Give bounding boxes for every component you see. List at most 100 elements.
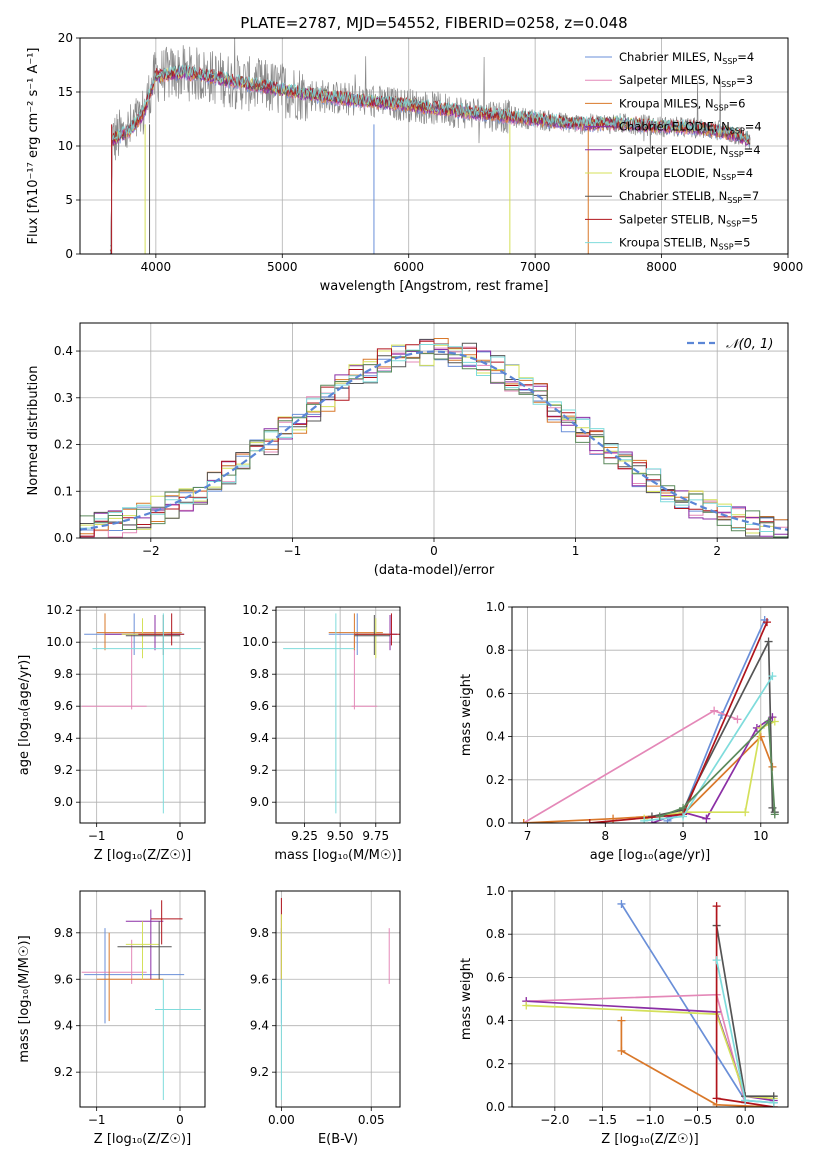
- y-tick-label: 10.2: [242, 603, 269, 617]
- mass_vs_Z-xlabel: Z [log₁₀(Z/Z☉)]: [94, 1132, 191, 1147]
- mass-weight-marker: [617, 1016, 626, 1025]
- mass-weight-marker: [702, 814, 711, 823]
- x-tick-label: −2: [142, 544, 160, 558]
- y-tick-label: 0.4: [54, 344, 73, 358]
- error-bar-point: [354, 613, 400, 646]
- x-tick-label: 0.0: [736, 1113, 755, 1127]
- x-tick-label: −0.5: [683, 1113, 712, 1127]
- y-tick-label: 0.6: [486, 970, 505, 984]
- y-tick-label: 9.4: [250, 731, 269, 745]
- mass-weight-line: [589, 621, 768, 823]
- mass-weight-marker: [764, 637, 773, 646]
- x-tick-label: −1: [88, 829, 106, 843]
- mass_weight_vs_age-plot: [519, 615, 779, 823]
- mass_weight_vs_Z-axes: −2.0 −1.5 −1.0 −0.5 0.0 0.0 0.2 0.4 0.6 0.8 1.0 Z […: [459, 884, 788, 1147]
- error-bar-point: [121, 618, 168, 659]
- mass_weight_vs_age-frame: [511, 606, 789, 824]
- x-tick-label: 9.75: [362, 829, 389, 843]
- legend-entry: Chabrier ELODIE, NSSP=4: [619, 120, 762, 136]
- y-tick-label: 9.8: [250, 667, 269, 681]
- model-spectrum-line: [109, 64, 751, 254]
- y-tick-label: 9.8: [54, 926, 73, 940]
- y-tick-label: 9.2: [54, 763, 73, 777]
- mass-weight-marker: [769, 1098, 778, 1107]
- mass-weight-marker: [679, 812, 688, 821]
- y-tick-label: 9.6: [54, 972, 73, 986]
- y-tick-label: 10.0: [242, 635, 269, 649]
- x-tick-label: 6000: [393, 260, 424, 274]
- model-spectrum-line: [109, 65, 751, 254]
- y-tick-label: 9.2: [54, 1065, 73, 1079]
- mass_vs_Z-frame: [79, 890, 206, 1108]
- x-tick-label: 7: [524, 829, 532, 843]
- mass_vs_ebv-xlabel: E(B-V): [318, 1132, 358, 1147]
- y-tick-label: 9.6: [250, 699, 269, 713]
- mass_weight_vs_Z-plot: [522, 899, 778, 1107]
- mass-weight-marker: [712, 956, 721, 965]
- legend-entry: Kroupa ELODIE, NSSP=4: [619, 166, 753, 182]
- y-tick-label: 20: [58, 31, 73, 45]
- age_vs_Z-frame: [79, 606, 206, 824]
- age_vs_mass-xlabel: mass [log₁₀(M/M☉)]: [274, 848, 401, 863]
- y-tick-label: 0.0: [54, 531, 73, 545]
- mass-weight-marker: [741, 808, 750, 817]
- residuals-xlabel: (data-model)/error: [374, 563, 495, 578]
- y-tick-label: 0.1: [54, 484, 73, 498]
- mass_vs_ebv-frame: [275, 890, 401, 1108]
- error-bar-point: [155, 979, 201, 1101]
- y-tick-label: 0.0: [486, 1100, 505, 1114]
- x-tick-label: 0: [176, 1113, 184, 1127]
- mass-weight-marker: [712, 1094, 721, 1103]
- x-tick-label: 0: [430, 544, 438, 558]
- mass_weight_vs_age-axes: 7 8 9 10 0.0 0.2 0.4 0.6 0.8 1.0 age [log₁₀(age/yr…: [459, 600, 788, 863]
- x-tick-label: −1.5: [588, 1113, 617, 1127]
- spectrum-xlabel: wavelength [Angstrom, rest frame]: [320, 279, 549, 294]
- legend-entry: Chabrier STELIB, NSSP=7: [619, 189, 759, 205]
- y-tick-label: 0.4: [486, 730, 505, 744]
- y-tick-label: 9.0: [54, 795, 73, 809]
- y-tick-label: 0.8: [486, 643, 505, 657]
- legend-entry: Salpeter MILES, NSSP=3: [619, 73, 753, 89]
- mass-weight-marker: [519, 819, 528, 823]
- y-tick-label: 9.4: [54, 731, 73, 745]
- spectrum-legend: Chabrier MILES, NSSP=4 Salpeter MILES, NS…: [585, 50, 762, 252]
- x-tick-label: 9: [679, 829, 687, 843]
- error-bar-point: [84, 928, 185, 1024]
- y-tick-label: 9.4: [54, 1019, 73, 1033]
- x-tick-label: 9000: [773, 260, 804, 274]
- x-tick-label: 10: [753, 829, 768, 843]
- residuals-plot: [80, 338, 788, 538]
- y-tick-label: 5: [65, 193, 73, 207]
- x-tick-label: 1: [572, 544, 580, 558]
- y-tick-label: 9.6: [250, 972, 269, 986]
- error-bar-point: [96, 613, 182, 651]
- mass-weight-marker: [756, 732, 765, 741]
- y-tick-label: 9.4: [250, 1019, 269, 1033]
- mass_vs_ebv-axes: 0.00 0.05 9.2 9.4 9.6 9.8 E(B-V): [250, 891, 400, 1147]
- residuals-legend: 𝒩(0, 1): [687, 337, 773, 352]
- mass-weight-marker: [756, 723, 765, 732]
- mass-weight-marker: [679, 803, 688, 812]
- age_vs_mass-axes: 9.25 9.50 9.75 9.0 9.2 9.4 9.6 9.8 10.0 10.2 mass …: [242, 603, 401, 863]
- spectrum-axes: 4000 5000 6000 7000 8000 9000 0 5 10 15 20 waveleng…: [26, 31, 803, 294]
- y-tick-label: 15: [58, 85, 73, 99]
- y-tick-label: 0.0: [486, 816, 505, 830]
- y-tick-label: 9.8: [54, 667, 73, 681]
- legend-entry: Salpeter ELODIE, NSSP=4: [619, 143, 761, 159]
- y-tick-label: 0.6: [486, 686, 505, 700]
- residual-histogram: [80, 350, 788, 538]
- x-tick-label: 9.50: [327, 829, 354, 843]
- error-bar-point: [354, 615, 391, 655]
- mass-weight-marker: [522, 1001, 531, 1010]
- x-tick-label: 0.00: [268, 1113, 295, 1127]
- x-tick-label: 2: [713, 544, 721, 558]
- legend-entry: Salpeter STELIB, NSSP=5: [619, 212, 758, 228]
- y-tick-label: 0.4: [486, 1014, 505, 1028]
- mass-weight-line: [620, 1020, 774, 1107]
- mass_vs_Z-ylabel: mass [log₁₀(M/M☉)]: [17, 935, 32, 1062]
- y-tick-label: 0: [65, 247, 73, 261]
- age_vs_Z-plot: [81, 613, 201, 814]
- mass-weight-marker: [770, 810, 779, 819]
- mass_vs_Z-plot: [81, 900, 201, 1101]
